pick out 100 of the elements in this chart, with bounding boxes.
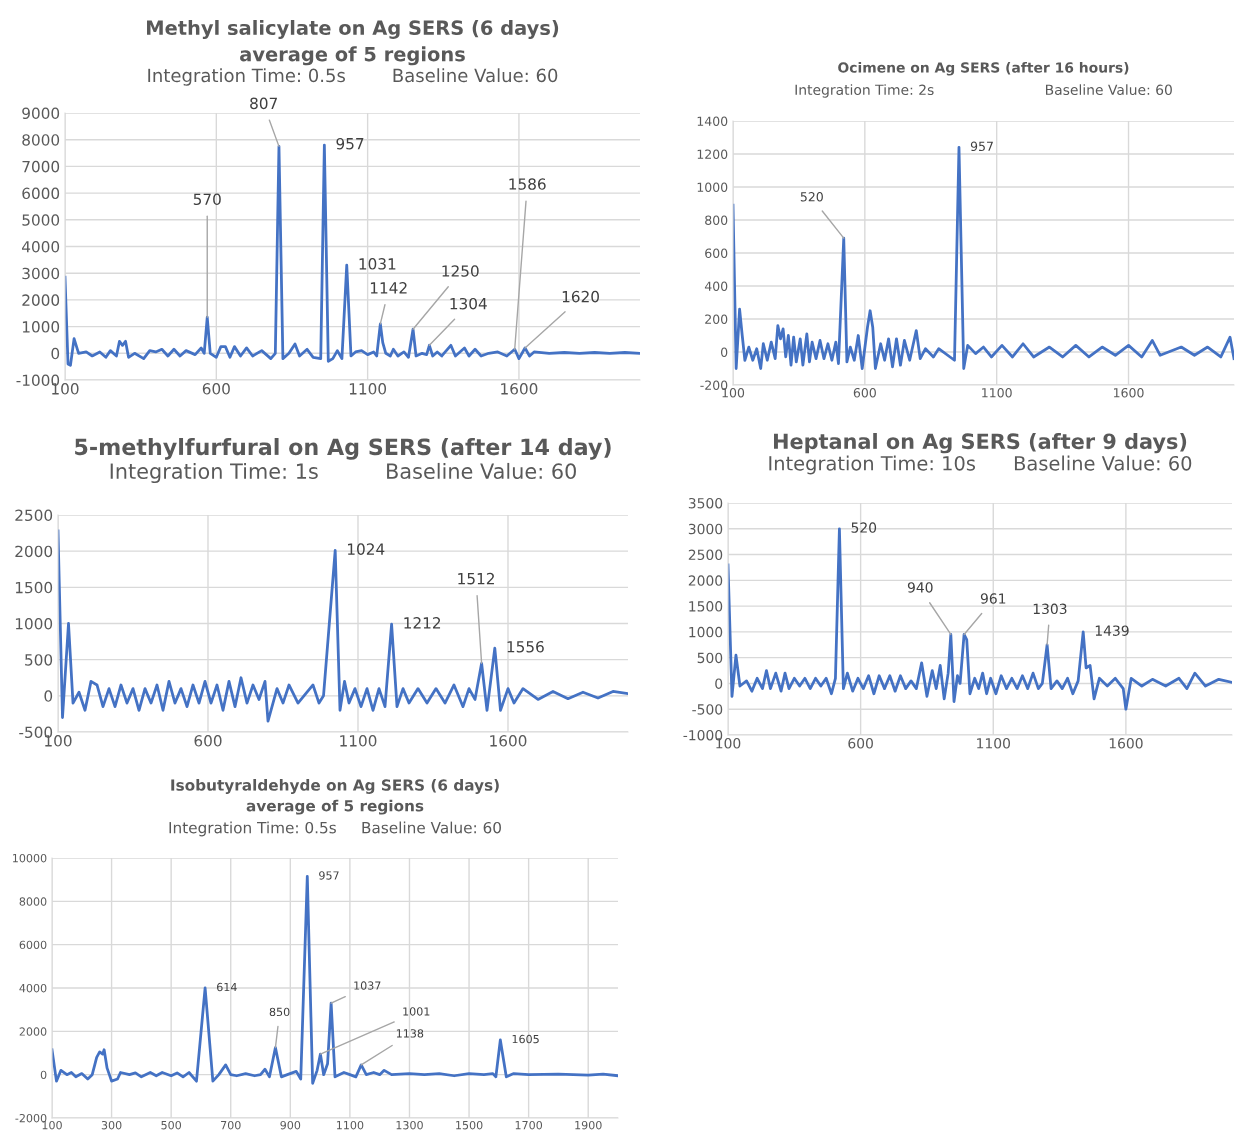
chart-subtitle: Integration Time: 10s Baseline Value: 60 bbox=[769, 455, 1192, 475]
x-tick-label: 100 bbox=[42, 1120, 62, 1130]
y-tick-label: 500 bbox=[25, 654, 53, 666]
y-tick-label: 0 bbox=[715, 678, 723, 689]
annotation: 1439 bbox=[1095, 625, 1129, 636]
y-tick-label: 6000 bbox=[19, 940, 47, 950]
annotation: 520 bbox=[800, 192, 823, 202]
y-tick-label: 1000 bbox=[697, 182, 728, 192]
annotation: 1024 bbox=[347, 543, 385, 555]
y-tick-label: 4000 bbox=[19, 983, 47, 993]
y-tick-label: 8000 bbox=[19, 897, 47, 906]
annotation: 957 bbox=[336, 137, 364, 150]
y-tick-label: 1000 bbox=[22, 321, 60, 333]
annotation: 1556 bbox=[507, 640, 544, 653]
y-tick-label: 600 bbox=[705, 248, 728, 258]
annotation: 957 bbox=[970, 141, 993, 152]
x-tick-label: 100 bbox=[722, 388, 745, 398]
y-tick-label: 9000 bbox=[22, 107, 60, 120]
annotation: 1001 bbox=[403, 1007, 430, 1016]
y-tick-label: 0 bbox=[44, 690, 53, 702]
annotation: 1620 bbox=[562, 290, 599, 303]
annotation: 614 bbox=[217, 982, 237, 992]
y-tick-label: 3000 bbox=[22, 267, 60, 280]
y-tick-label: 10000 bbox=[13, 853, 47, 863]
annotation: 1605 bbox=[512, 1034, 539, 1044]
y-tick-label: 3500 bbox=[688, 497, 723, 509]
annotation: 807 bbox=[250, 97, 277, 110]
y-tick-label: 400 bbox=[704, 281, 728, 291]
x-tick-label: 1500 bbox=[456, 1120, 483, 1130]
annotation: 1031 bbox=[359, 258, 396, 270]
y-tick-label: 2000 bbox=[688, 575, 723, 586]
y-tick-label: 0 bbox=[40, 1070, 47, 1080]
x-tick-label: 900 bbox=[280, 1120, 301, 1130]
x-tick-label: 1100 bbox=[349, 383, 387, 395]
x-tick-label: 1100 bbox=[982, 388, 1012, 398]
y-tick-label: 500 bbox=[697, 652, 723, 664]
y-tick-label: 1000 bbox=[689, 626, 723, 638]
chart-subtitle: Integration Time: 1s Baseline Value: 60 bbox=[110, 462, 576, 484]
annotation: 1138 bbox=[396, 1029, 424, 1038]
x-tick-label: 1700 bbox=[515, 1120, 543, 1130]
x-tick-label: 600 bbox=[853, 388, 876, 398]
x-tick-label: 1100 bbox=[336, 1120, 364, 1130]
annotation: 520 bbox=[851, 522, 877, 533]
y-tick-label: 8000 bbox=[22, 134, 60, 146]
annotation: 850 bbox=[269, 1007, 290, 1017]
y-tick-label: 200 bbox=[705, 314, 728, 324]
x-tick-label: 1300 bbox=[396, 1120, 423, 1130]
y-tick-label: 1500 bbox=[689, 601, 723, 612]
y-tick-label: 1500 bbox=[15, 581, 53, 594]
x-tick-label: 300 bbox=[101, 1120, 122, 1130]
chart-title: Isobutyraldehyde on Ag SERS (6 days) average of 5 regions bbox=[171, 779, 499, 815]
y-tick-label: 2500 bbox=[688, 549, 723, 561]
x-tick-label: 1600 bbox=[501, 383, 538, 395]
annotation: 570 bbox=[193, 193, 221, 206]
x-tick-label: 500 bbox=[161, 1120, 182, 1130]
y-tick-label: 5000 bbox=[22, 214, 60, 226]
chart-title: Heptanal on Ag SERS (after 9 days) bbox=[774, 433, 1187, 454]
y-tick-label: -500 bbox=[692, 704, 723, 715]
y-tick-label: 6000 bbox=[22, 187, 60, 200]
x-tick-label: 1600 bbox=[1113, 388, 1144, 398]
annotation: 1303 bbox=[1033, 603, 1067, 615]
x-tick-label: 1900 bbox=[575, 1120, 602, 1130]
x-tick-label: 1600 bbox=[1109, 738, 1143, 749]
chart-subtitle: Integration Time: 2s Baseline Value: 60 bbox=[795, 84, 1172, 98]
y-tick-label: 2500 bbox=[15, 509, 53, 522]
chart-title: 5-methylfurfural on Ag SERS (after 14 day) bbox=[75, 438, 611, 460]
annotation: 961 bbox=[980, 593, 1006, 604]
x-tick-label: 1100 bbox=[340, 735, 377, 747]
annotation: 1586 bbox=[509, 178, 546, 190]
y-tick-label: -2000 bbox=[15, 1113, 47, 1123]
annotation: 1304 bbox=[450, 297, 487, 310]
y-tick-label: 0 bbox=[51, 347, 60, 360]
y-tick-label: 2000 bbox=[19, 1027, 47, 1036]
y-tick-label: -200 bbox=[700, 380, 728, 390]
annotation: 1142 bbox=[370, 282, 407, 294]
x-tick-label: 600 bbox=[202, 383, 230, 395]
x-tick-label: 600 bbox=[194, 735, 222, 747]
x-tick-label: 600 bbox=[848, 738, 873, 749]
y-tick-label: 2000 bbox=[22, 294, 60, 306]
y-tick-label: 1000 bbox=[15, 617, 53, 630]
x-tick-label: 1100 bbox=[977, 738, 1011, 749]
y-tick-label: 0 bbox=[721, 347, 728, 357]
y-tick-label: 4000 bbox=[22, 240, 60, 253]
chart-title: Methyl salicylate on Ag SERS (6 days) average of 5 regions bbox=[147, 20, 559, 66]
y-tick-label: 7000 bbox=[22, 160, 60, 173]
x-tick-label: 700 bbox=[221, 1120, 241, 1130]
annotation: 1250 bbox=[442, 265, 479, 277]
annotation: 940 bbox=[907, 582, 933, 593]
annotation: 1037 bbox=[354, 981, 381, 990]
annotation: 1512 bbox=[458, 572, 494, 585]
annotation: 957 bbox=[319, 871, 339, 880]
y-tick-label: 3000 bbox=[688, 523, 723, 535]
x-tick-label: 1600 bbox=[490, 735, 527, 747]
chart-subtitle: Integration Time: 0.5s Baseline Value: 60 bbox=[169, 821, 501, 837]
chart-title: Ocimene on Ag SERS (after 16 hours) bbox=[838, 62, 1129, 76]
y-tick-label: 2000 bbox=[15, 545, 53, 558]
annotation: 1212 bbox=[404, 617, 441, 629]
y-tick-label: 800 bbox=[705, 215, 728, 225]
chart-subtitle: Integration Time: 0.5s Baseline Value: 60 bbox=[148, 68, 558, 86]
y-tick-label: 1400 bbox=[697, 116, 728, 126]
